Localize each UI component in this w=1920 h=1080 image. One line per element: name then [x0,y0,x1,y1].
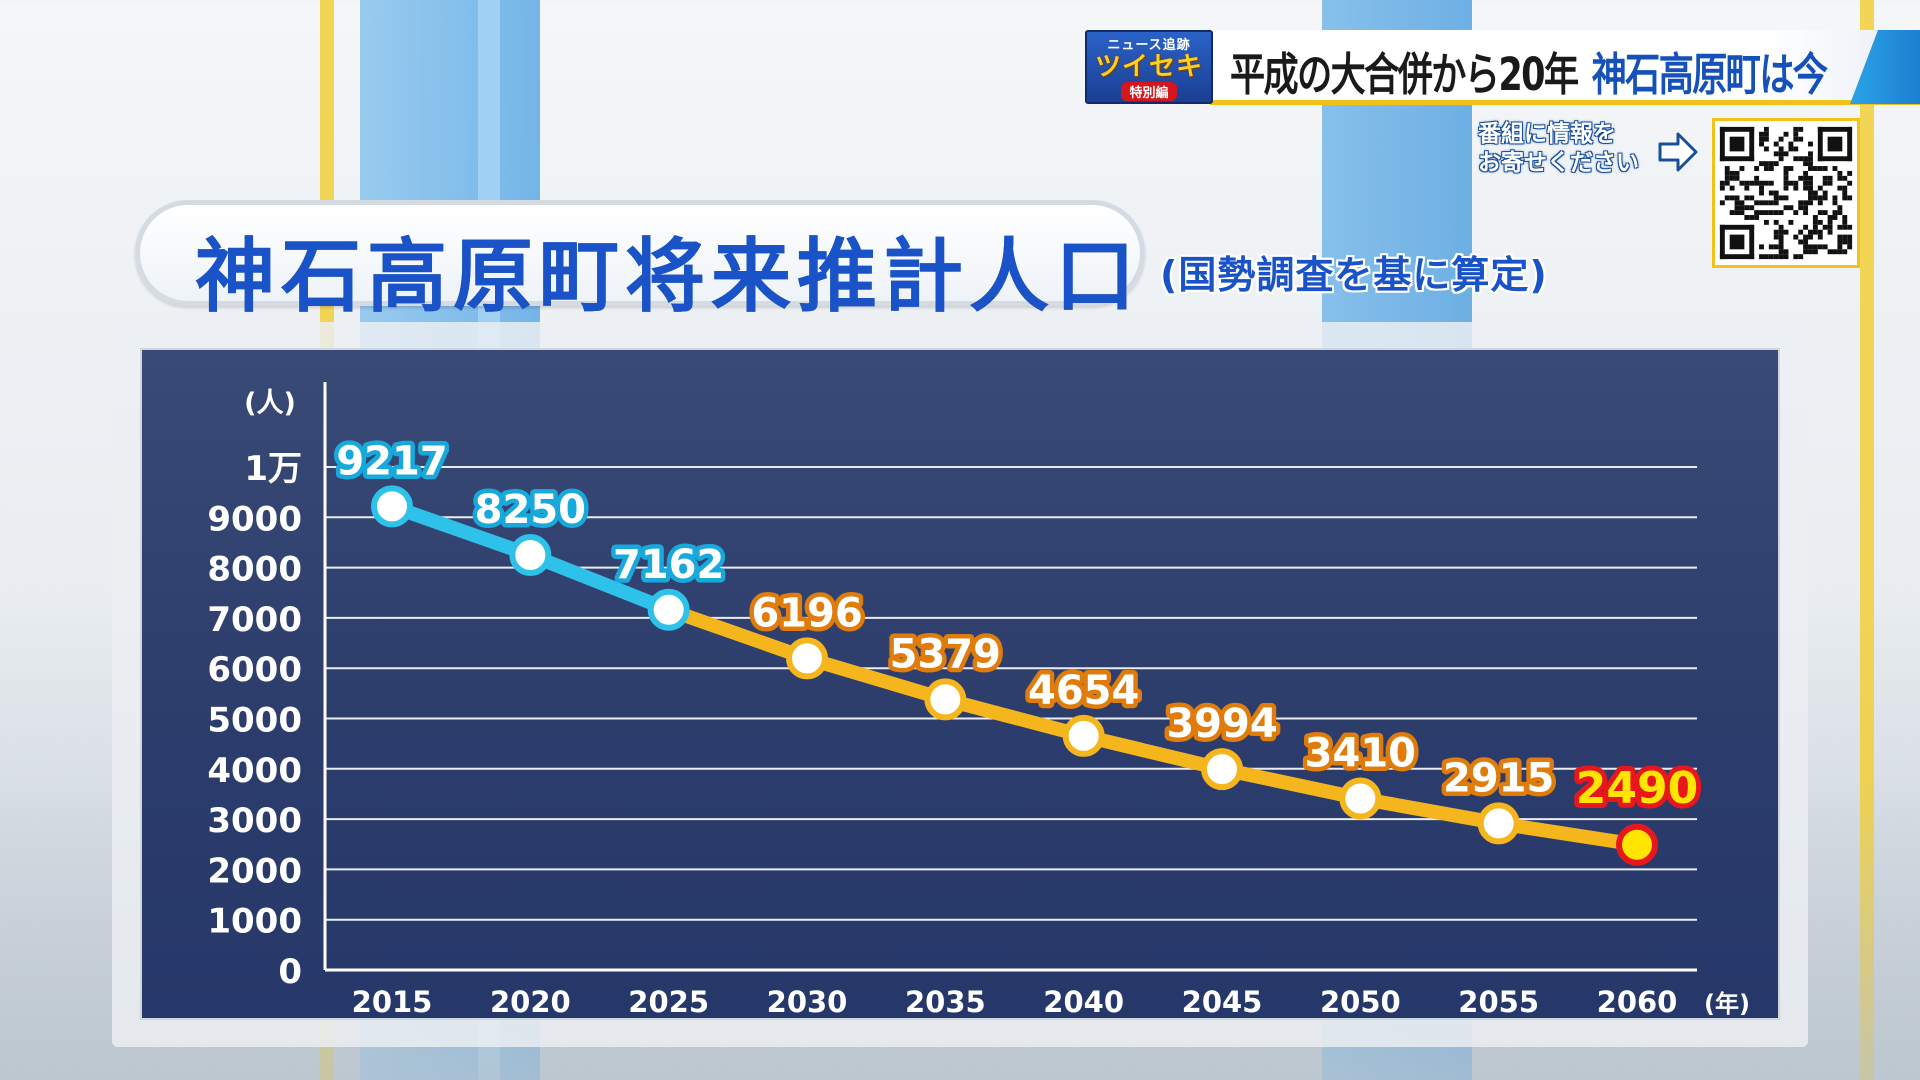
chart-panel: (人) (年) 0 1000 2000 3000 4000 5000 6000 7000 8000… [140,348,1780,1020]
arrow-right-icon [1658,132,1698,172]
data-point [1477,802,1520,845]
data-label-outline: 4654 [1028,668,1139,714]
data-label-outline: 8250 [475,487,586,533]
banner-background [1210,30,1920,104]
data-point [1616,823,1658,866]
y-tick-label: 7000 [207,600,302,640]
news-banner: ニュース追跡 ツイセキ 特別編 平成の大合併から20年 神石高原町は今 [1085,30,1920,105]
data-label-outline: 3410 [1305,730,1416,776]
logo-line1: ニュース追跡 [1107,38,1191,53]
data-point [1201,748,1243,791]
data-point [1339,777,1382,820]
banner-title: 平成の大合併から20年 神石高原町は今 [1230,38,1828,103]
y-tick-label: 9000 [207,499,302,539]
logo-line3: 特別編 [1121,82,1177,101]
data-label: 8250 [475,487,586,533]
y-tick-label: 1000 [207,902,302,942]
data-label: 3410 [1305,730,1416,776]
data-label-outline: 2490 [1576,763,1698,814]
logo-line2: ツイセキ [1094,52,1203,82]
banner-title-main: 平成の大合併から20年 [1230,48,1579,101]
y-tick-label: 4000 [207,751,302,791]
x-tick-label: 2015 [352,985,433,1018]
x-tick-labels: 2015 2020 2025 2030 2035 2040 2045 2050 2055 2060 [352,985,1678,1019]
banner-underline [1210,100,1920,105]
y-tick-label: 2000 [207,851,302,891]
chart-subtitle: (国勢調査を基に算定) [1160,253,1548,297]
data-point [509,534,552,577]
y-axis-label: (人) [244,388,296,419]
data-point [647,588,690,631]
data-point [371,485,413,528]
qr-code[interactable] [1712,118,1860,268]
data-label: 2915 [1443,755,1554,801]
title-pill [135,200,1145,306]
x-tick-label: 2030 [767,985,848,1018]
y-tick-label: 1万 [244,449,302,489]
data-label: 6196 [751,590,862,636]
data-label-outline: 2915 [1443,755,1554,801]
data-label: 4654 [1028,668,1139,714]
data-label: 3994 [1166,701,1277,747]
data-label: 9217 [336,438,447,484]
data-label-outline: 5379 [890,631,1001,677]
x-tick-label: 2045 [1182,985,1263,1018]
y-tick-label: 8000 [207,550,302,590]
qr-code-icon [1719,126,1853,260]
data-label: 5379 [890,631,1001,677]
data-label: 7162 [613,542,724,588]
banner-title-topic: 神石高原町は今 [1591,48,1828,101]
data-label-outline: 9217 [336,438,447,484]
x-tick-label: 2060 [1597,985,1678,1018]
population-chart: (人) (年) 0 1000 2000 3000 4000 5000 6000 7000 8000… [207,382,1750,1019]
data-point [924,678,967,721]
y-tick-label: 5000 [207,701,302,741]
data-point [1062,714,1105,757]
y-tick-label: 6000 [207,650,302,690]
x-tick-label: 2055 [1458,985,1539,1018]
data-label-outline: 3994 [1166,701,1277,747]
data-label-outline: 6196 [751,590,862,636]
chart-title: 神石高原町将来推計人口 [195,230,1141,323]
data-points [371,485,1658,866]
y-tick-labels: 0 1000 2000 3000 4000 5000 6000 7000 8000 9000 1万 [207,449,302,992]
data-label: 2490 [1576,763,1698,814]
qr-note-line1: 番組に情報を [1478,121,1616,147]
series-line-projected [661,602,1644,852]
data-label-outline: 7162 [613,542,724,588]
x-tick-label: 2035 [905,985,986,1018]
x-tick-label: 2040 [1043,985,1124,1018]
y-tick-label: 0 [278,952,302,992]
x-axis-label: (年) [1704,990,1750,1018]
x-tick-label: 2020 [490,985,571,1018]
axes: (人) (年) [244,382,1750,1018]
program-logo: ニュース追跡 ツイセキ 特別編 [1085,30,1213,104]
x-tick-label: 2025 [628,985,709,1018]
qr-note-line2: お寄せください [1478,150,1639,176]
qr-note: 番組に情報を お寄せください [1478,120,1639,178]
data-point [786,637,828,680]
data-labels: 9217921782508250716271626196619653795379… [332,434,1703,819]
y-tick-label: 3000 [207,801,302,841]
x-tick-label: 2050 [1320,985,1401,1018]
